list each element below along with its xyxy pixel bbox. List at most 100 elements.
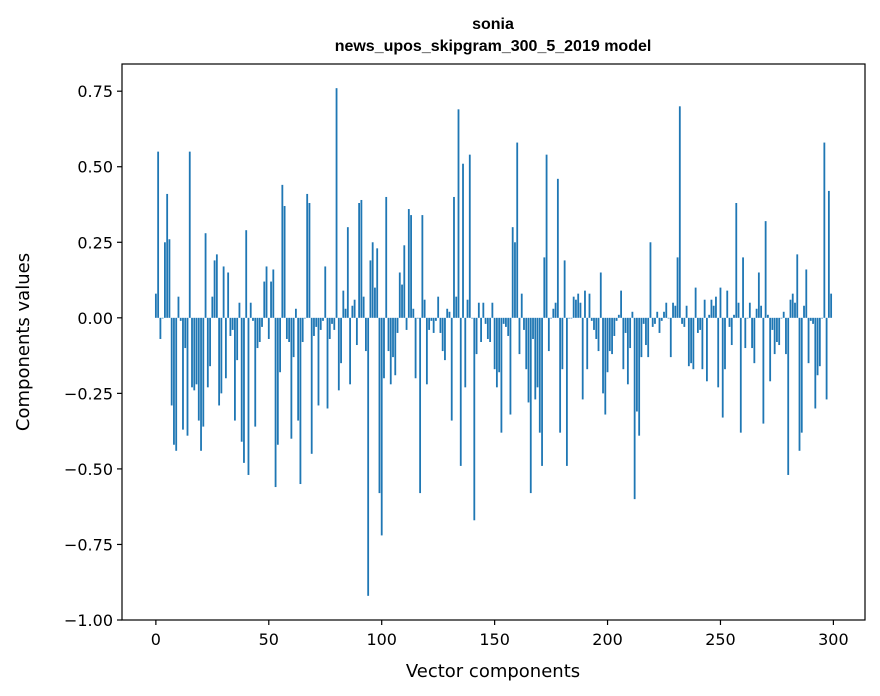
y-tick-label: −0.50 bbox=[64, 460, 113, 479]
bar bbox=[651, 317, 654, 327]
bar bbox=[403, 245, 406, 318]
bar bbox=[355, 317, 358, 346]
bar bbox=[240, 317, 243, 442]
bar bbox=[534, 317, 537, 400]
bar bbox=[615, 317, 618, 321]
bar bbox=[254, 317, 257, 427]
bar bbox=[238, 302, 241, 318]
bar bbox=[803, 305, 805, 318]
bar bbox=[536, 317, 539, 388]
bar bbox=[349, 317, 351, 385]
bar bbox=[798, 317, 801, 451]
bar bbox=[220, 317, 223, 394]
bar bbox=[328, 317, 331, 339]
bar bbox=[660, 317, 663, 321]
chart-subtitle: news_upos_skipgram_300_5_2019 model bbox=[335, 38, 652, 55]
bar bbox=[206, 317, 209, 388]
bar bbox=[398, 272, 401, 318]
bar bbox=[261, 317, 263, 327]
bar bbox=[457, 109, 460, 318]
bar bbox=[173, 317, 175, 445]
bar bbox=[229, 317, 232, 336]
bar bbox=[335, 88, 338, 318]
bars-group bbox=[154, 88, 833, 596]
bar bbox=[466, 299, 469, 318]
bar bbox=[432, 317, 435, 333]
x-tick-label: 0 bbox=[151, 630, 161, 649]
bar bbox=[830, 293, 833, 318]
bar bbox=[313, 317, 315, 336]
bar bbox=[188, 151, 191, 318]
y-tick-label: 0.75 bbox=[77, 82, 113, 101]
bar bbox=[760, 305, 763, 318]
bar bbox=[608, 317, 611, 352]
bar bbox=[407, 209, 410, 318]
bar bbox=[690, 317, 693, 364]
bar bbox=[342, 290, 345, 318]
bar bbox=[234, 317, 236, 421]
bar bbox=[337, 317, 340, 391]
bar bbox=[401, 284, 403, 318]
bar bbox=[495, 317, 498, 388]
bar bbox=[195, 317, 198, 385]
bar bbox=[392, 317, 394, 358]
bar bbox=[301, 317, 304, 342]
bar bbox=[267, 317, 270, 339]
bar bbox=[780, 317, 783, 319]
bar bbox=[435, 317, 437, 321]
y-tick-label: 0.25 bbox=[77, 233, 113, 252]
bar bbox=[599, 272, 602, 318]
bar bbox=[611, 317, 613, 355]
bar bbox=[276, 317, 279, 445]
y-tick-label: −1.00 bbox=[64, 611, 113, 630]
bar bbox=[681, 317, 683, 324]
bar bbox=[692, 317, 695, 370]
bar bbox=[331, 317, 333, 324]
bar bbox=[376, 248, 379, 318]
bar bbox=[324, 266, 327, 318]
bar bbox=[545, 154, 548, 318]
bar bbox=[604, 317, 607, 415]
bar bbox=[529, 317, 532, 494]
bar bbox=[204, 233, 207, 318]
bar bbox=[570, 317, 573, 319]
bar bbox=[757, 272, 760, 318]
bar bbox=[439, 317, 442, 333]
bar bbox=[475, 317, 478, 355]
bar bbox=[184, 317, 187, 349]
bar bbox=[572, 296, 575, 318]
bar bbox=[674, 305, 677, 318]
bar bbox=[222, 266, 225, 318]
bar bbox=[270, 281, 272, 318]
bar bbox=[191, 317, 193, 388]
bar bbox=[541, 317, 543, 466]
bar bbox=[586, 317, 589, 370]
bar bbox=[380, 317, 383, 536]
bar bbox=[654, 317, 656, 324]
bar bbox=[554, 302, 557, 318]
bar bbox=[617, 314, 620, 318]
bar bbox=[669, 317, 672, 358]
bar bbox=[656, 311, 659, 318]
bar bbox=[304, 317, 306, 319]
bar bbox=[593, 317, 595, 330]
bar bbox=[385, 196, 388, 318]
bar bbox=[161, 317, 164, 319]
bar bbox=[805, 269, 808, 318]
plot-frame bbox=[121, 63, 866, 621]
bar bbox=[505, 317, 507, 327]
bar bbox=[484, 317, 487, 324]
bar bbox=[308, 203, 311, 318]
bar bbox=[794, 302, 796, 318]
bar bbox=[182, 317, 184, 430]
bar bbox=[575, 299, 577, 318]
bar bbox=[394, 317, 397, 376]
x-tick-label: 250 bbox=[705, 630, 736, 649]
bar bbox=[491, 302, 494, 318]
bar bbox=[430, 317, 433, 321]
bar bbox=[299, 317, 302, 485]
bar bbox=[565, 317, 568, 466]
bar bbox=[486, 317, 489, 339]
bar bbox=[518, 317, 521, 355]
bar bbox=[464, 317, 467, 388]
